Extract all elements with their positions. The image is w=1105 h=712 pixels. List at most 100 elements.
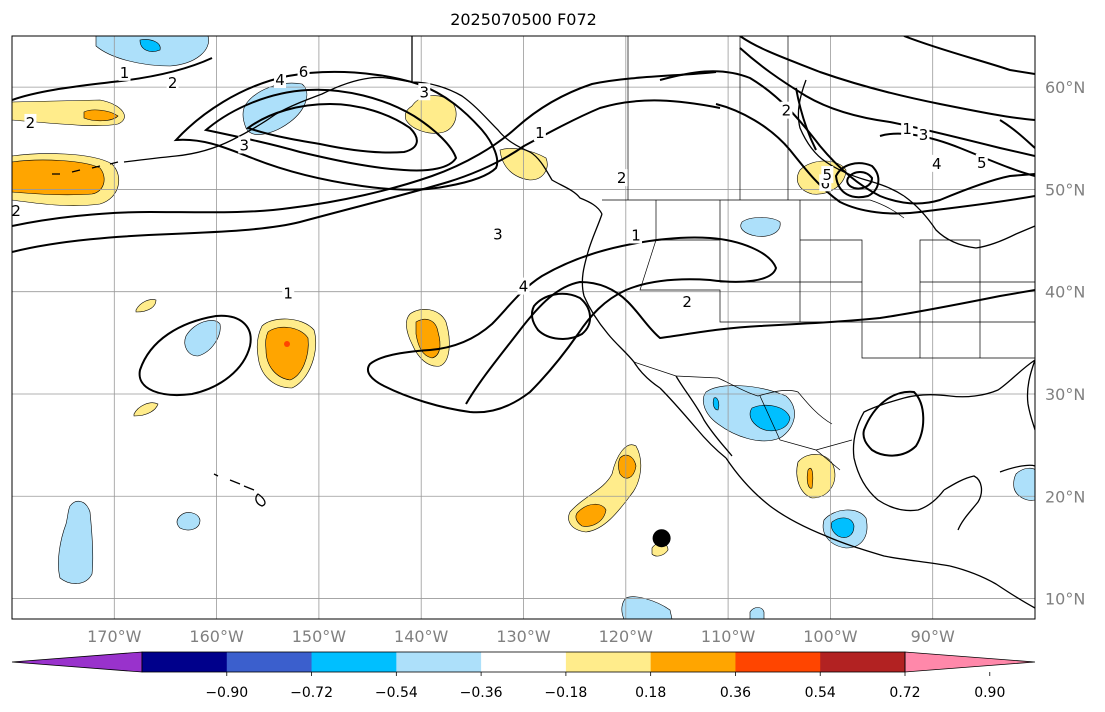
contour-label: 4 [275, 71, 285, 89]
lat-tick-label: 40°N [1045, 283, 1085, 302]
lon-tick-labels: 170°W 160°W 150°W 140°W 130°W 120°W 110°W 100°W… [87, 627, 955, 646]
colorbar-segment [565, 652, 652, 672]
lon-tick-label: 110°W [701, 627, 756, 646]
shade-negative-baja [712, 397, 720, 411]
colorbar-segment [820, 652, 906, 672]
lon-tick-label: 150°W [292, 627, 347, 646]
contour-label: 2 [11, 202, 21, 220]
contour-label-bg [282, 284, 295, 302]
colorbar-segment [650, 652, 736, 672]
contour-label-bg [24, 113, 37, 131]
contour-line [903, 36, 1035, 75]
cuba [999, 464, 1035, 473]
contour-line [530, 292, 591, 340]
contour-label: 2 [26, 114, 36, 132]
contour-line [846, 171, 874, 190]
contour-label: 1 [902, 120, 912, 138]
contour-label-bg [615, 169, 628, 187]
coastline-baja [659, 375, 733, 459]
contour-label: 5 [823, 166, 833, 184]
colorbar-tick-label: −0.72 [290, 685, 333, 701]
aleutian-islands [52, 161, 119, 175]
contour-label-bg [901, 120, 914, 138]
lon-tick-label: 170°W [87, 627, 142, 646]
contour-label: 3 [239, 136, 249, 154]
contour-label-bg [780, 101, 793, 119]
coastline-central-america [949, 565, 1035, 609]
contour-line [862, 390, 925, 457]
lat-tick-label: 10°N [1045, 590, 1085, 609]
coastline-pacific-us [581, 213, 661, 389]
contour-label: 1 [283, 285, 293, 303]
coastline-alaska [411, 36, 603, 215]
colorbar-segment [226, 652, 313, 672]
shade-orange-aleutian [83, 109, 119, 122]
contour-line [12, 99, 721, 253]
contour-label: 3 [419, 83, 429, 101]
lat-tick-label: 60°N [1045, 78, 1085, 97]
colorbar-segment [311, 652, 397, 672]
colorbar-tick-label: −0.54 [375, 685, 418, 701]
gridlines [12, 36, 1035, 619]
lon-tick-label: 160°W [189, 627, 244, 646]
lon-tick-label: 130°W [496, 627, 551, 646]
contour-label-bg [418, 83, 431, 101]
contour-label-bg [975, 153, 988, 171]
coastline-mexico-west [725, 457, 951, 567]
colorbar-extend-high [904, 651, 1036, 673]
shade-negative-montana [740, 217, 781, 237]
contour-label: 2 [682, 293, 692, 311]
contour-line [834, 162, 880, 199]
contour-line [795, 87, 1035, 151]
lon-tick-label: 100°W [803, 627, 858, 646]
border-states-1 [639, 200, 863, 323]
border-states-2 [861, 239, 1035, 359]
coastline-gulf [852, 359, 1035, 512]
shade-negative-160w [184, 320, 221, 357]
contour-label-bg [12, 201, 23, 219]
hawaii-islands [213, 473, 266, 507]
florida [1026, 359, 1035, 431]
contour-label-bg [533, 124, 546, 142]
shade-negative-bering-core [139, 39, 161, 52]
contour-line [138, 314, 252, 396]
shade-negative-sw-pacific [58, 500, 94, 584]
coastline-yucatan [943, 475, 983, 531]
contour-label: 5 [977, 154, 987, 172]
contour-label-bg [630, 226, 643, 244]
contour-line [739, 36, 1035, 121]
colorbar-labels: −0.90 −0.72 −0.54 −0.36 −0.18 0.18 0.36 0.54 0.7… [205, 672, 1005, 701]
shade-orange-mid-pacific-1 [265, 326, 309, 381]
contour-line [12, 71, 717, 227]
contour-label: 4 [519, 278, 529, 296]
coastline-labrador [903, 195, 1035, 249]
border-us-mexico [633, 361, 833, 425]
contour-line [203, 88, 458, 172]
colorbar-tick-label: 0.54 [805, 685, 836, 701]
contour-label: 1 [631, 226, 641, 244]
contour-label: 2 [168, 74, 178, 92]
shade-orange-west-pacific [12, 159, 105, 196]
contour-line [245, 102, 418, 154]
contour-label: 2 [782, 102, 792, 120]
shade-orange-east-pacific-2 [618, 454, 637, 479]
contour-label: 2 [617, 169, 627, 187]
contour-line [465, 280, 1035, 405]
shade-negative-s-2 [749, 607, 765, 619]
lat-tick-label: 50°N [1045, 180, 1085, 199]
contour-line [879, 132, 1035, 177]
colorbar-tick-label: 0.72 [889, 685, 920, 701]
contour-label-bg [274, 70, 287, 88]
colorbar-tick-label: 0.18 [635, 685, 666, 701]
colorbar-segment [735, 652, 821, 672]
colorbar [11, 651, 1036, 673]
colorbar-tick-label: −0.36 [460, 685, 503, 701]
contour-label-bg [166, 74, 179, 92]
contour-line [366, 236, 778, 414]
shade-negative-east-edge [1013, 467, 1035, 501]
lon-tick-label: 90°W [911, 627, 955, 646]
shade-orange-mid-pacific-2 [415, 319, 441, 359]
shade-orange-mexico [806, 468, 814, 489]
